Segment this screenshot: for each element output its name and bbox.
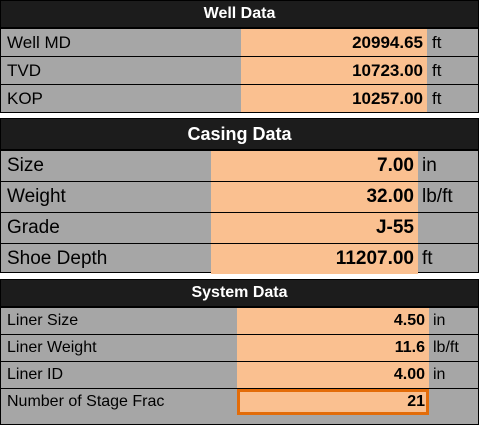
system-data-header: System Data: [1, 280, 478, 307]
liner-id-row: Liner ID 4.00 in: [1, 361, 478, 388]
liner-size-row: Liner Size 4.50 in: [1, 307, 478, 334]
liner-size-unit: in: [433, 312, 446, 329]
kop-label: KOP: [7, 88, 43, 108]
casing-weight-value[interactable]: 32.00: [211, 182, 418, 212]
liner-weight-unit: lb/ft: [433, 339, 459, 356]
stage-frac-row: Number of Stage Frac 21: [1, 388, 478, 415]
shoe-depth-unit: ft: [422, 248, 433, 269]
liner-weight-value[interactable]: 11.6: [237, 335, 429, 361]
liner-size-label: Liner Size: [7, 312, 79, 329]
casing-weight-row: Weight 32.00 lb/ft: [1, 181, 478, 212]
well-md-value[interactable]: 20994.65: [241, 29, 427, 56]
casing-size-row: Size 7.00 in: [1, 150, 478, 181]
casing-data-section: Casing Data Size 7.00 in Weight 32.00 lb…: [0, 118, 479, 274]
casing-data-header: Casing Data: [1, 119, 478, 150]
casing-grade-label: Grade: [7, 217, 60, 238]
tvd-value[interactable]: 10723.00: [241, 57, 427, 84]
casing-grade-unit: [419, 213, 422, 243]
kop-row: KOP 10257.00 ft: [1, 84, 478, 112]
kop-unit: ft: [432, 88, 442, 108]
casing-grade-value[interactable]: J-55: [211, 213, 418, 243]
stage-frac-value[interactable]: 21: [237, 389, 429, 415]
well-data-header: Well Data: [1, 1, 478, 28]
well-data-section: Well Data Well MD 20994.65 ft TVD 10723.…: [0, 0, 479, 113]
shoe-depth-value[interactable]: 11207.00: [211, 244, 418, 274]
casing-weight-unit: lb/ft: [422, 186, 453, 207]
tvd-label: TVD: [7, 60, 41, 80]
well-md-unit: ft: [432, 32, 442, 52]
liner-id-label: Liner ID: [7, 366, 64, 383]
well-md-row: Well MD 20994.65 ft: [1, 28, 478, 56]
casing-size-label: Size: [7, 155, 44, 176]
casing-weight-label: Weight: [7, 186, 66, 207]
liner-size-value[interactable]: 4.50: [237, 308, 429, 334]
tvd-row: TVD 10723.00 ft: [1, 56, 478, 84]
stage-frac-label: Number of Stage Frac: [7, 393, 165, 410]
stage-frac-unit: [430, 389, 433, 415]
liner-id-value[interactable]: 4.00: [237, 362, 429, 388]
system-data-section: System Data Liner Size 4.50 in Liner Wei…: [0, 279, 479, 425]
casing-size-value[interactable]: 7.00: [211, 151, 418, 181]
well-md-label: Well MD: [7, 32, 71, 52]
kop-value[interactable]: 10257.00: [241, 85, 427, 112]
liner-weight-row: Liner Weight 11.6 lb/ft: [1, 334, 478, 361]
casing-size-unit: in: [422, 155, 437, 176]
shoe-depth-label: Shoe Depth: [7, 248, 108, 269]
liner-weight-label: Liner Weight: [7, 339, 97, 356]
casing-grade-row: Grade J-55: [1, 212, 478, 243]
shoe-depth-row: Shoe Depth 11207.00 ft: [1, 243, 478, 274]
tvd-unit: ft: [432, 60, 442, 80]
liner-id-unit: in: [433, 366, 446, 383]
